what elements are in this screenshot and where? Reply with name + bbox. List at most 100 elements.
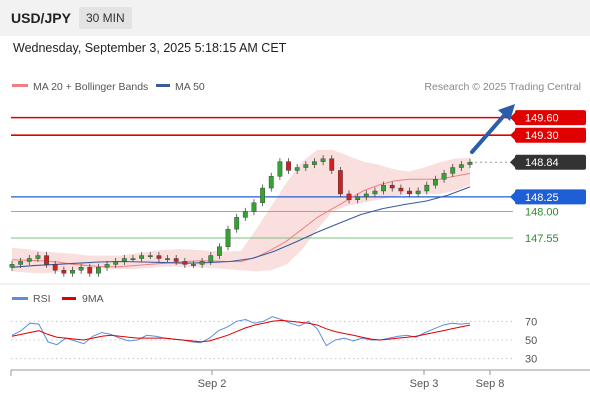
ma50-legend-swatch — [156, 84, 170, 87]
candle-body — [44, 255, 49, 265]
candle-body — [268, 176, 274, 189]
candle-body — [182, 261, 188, 265]
rsi-tick-label: 30 — [525, 354, 537, 366]
header-bar: USD/JPY 30 MIN — [0, 0, 590, 36]
candle-body — [286, 161, 291, 171]
candle-body — [441, 173, 447, 180]
x-tick-label: Sep 3 — [410, 378, 439, 390]
rsi-tick-label: 70 — [525, 316, 537, 328]
ma50-line — [11, 186, 471, 268]
timeframe-button[interactable]: 30 MIN — [79, 7, 132, 29]
candle-body — [199, 261, 205, 265]
candle-body — [96, 267, 101, 274]
forecast-arrow-line — [470, 109, 510, 154]
candle-body — [467, 162, 473, 165]
candle-body — [424, 184, 430, 192]
candle-body — [147, 255, 153, 257]
candle-body — [52, 264, 58, 271]
candle-body — [173, 258, 179, 262]
rsi-ma-line — [11, 319, 471, 343]
candle-body — [18, 261, 24, 265]
candle-body — [130, 258, 136, 260]
candle-body — [156, 255, 162, 259]
candle-body — [208, 255, 214, 262]
candle-body — [398, 187, 404, 192]
candle-body — [251, 202, 257, 212]
forecast-arrow — [470, 104, 515, 154]
ma50-legend-label: MA 50 — [175, 81, 205, 93]
level-badge-pointer — [510, 157, 515, 168]
level-label-current: 148.84 — [525, 157, 559, 169]
x-axis: Sep 2 Sep 3 Sep 8 — [198, 370, 505, 390]
candle-body — [87, 267, 93, 274]
ma20-line — [11, 172, 471, 268]
candle-body — [139, 255, 145, 259]
candlesticks — [9, 155, 473, 277]
candle-body — [26, 258, 32, 262]
x-tick-label: Sep 8 — [476, 378, 505, 390]
datetime-label: Wednesday, September 3, 2025 5:18:15 AM … — [13, 41, 287, 55]
level-badge-pointer — [510, 191, 515, 202]
candle-body — [303, 164, 309, 168]
candle-body — [216, 246, 222, 256]
candle-body — [458, 164, 464, 168]
candle-body — [363, 193, 369, 198]
candle-body — [70, 270, 75, 274]
candle-body — [389, 184, 395, 189]
level-label-pivot: 148.25 — [525, 192, 559, 204]
candle-body — [320, 158, 326, 162]
candle-body — [407, 190, 412, 195]
candle-body — [78, 267, 84, 271]
candle-body — [242, 211, 248, 218]
bollinger-bands — [12, 149, 470, 274]
candle-body — [381, 184, 386, 192]
candle-body — [337, 170, 343, 195]
moving-averages — [11, 172, 471, 268]
candle-body — [113, 261, 119, 265]
rsi-line — [11, 316, 471, 347]
candle-body — [346, 193, 352, 201]
candle-body — [277, 161, 283, 177]
level-badge-current — [515, 154, 586, 170]
candle-body — [294, 167, 300, 171]
candle-body — [121, 258, 127, 262]
level-label-target: 147.55 — [525, 233, 559, 245]
candle-body — [372, 190, 378, 195]
candle-body — [355, 196, 361, 201]
level-badge-pointer — [510, 112, 515, 123]
candle-body — [450, 167, 456, 174]
candle-body — [191, 264, 196, 266]
candle-body — [9, 264, 15, 268]
candle-body — [61, 270, 67, 274]
rsi-legend-label: RSI — [33, 293, 51, 305]
candle-body — [165, 258, 170, 260]
level-badge-pointer — [510, 130, 515, 141]
rsi-panel: 70 50 30 — [11, 316, 537, 366]
candle-body — [104, 264, 110, 268]
level-label-resistance: 149.60 — [525, 113, 559, 125]
level-label-resistance: 149.30 — [525, 130, 559, 142]
candle-body — [225, 228, 231, 247]
level-badge-resistance — [515, 110, 586, 126]
candle-body — [234, 217, 240, 230]
x-tick-label: Sep 2 — [198, 378, 227, 390]
forecast-arrow-head — [498, 104, 515, 121]
rsi-legend-swatch — [12, 297, 28, 300]
symbol-title: USD/JPY — [11, 10, 71, 26]
rsi-ma-legend-label: 9MA — [82, 293, 104, 305]
candle-body — [433, 179, 438, 186]
bb-legend-label: MA 20 + Bollinger Bands — [33, 81, 148, 93]
rsi-tick-label: 50 — [525, 335, 537, 347]
candle-body — [312, 161, 317, 165]
research-credit: Research © 2025 Trading Central — [424, 81, 581, 93]
candle-body — [35, 255, 41, 259]
level-badge-resistance — [515, 127, 586, 143]
bollinger-band-area — [12, 149, 470, 274]
bb-legend-swatch — [12, 84, 28, 87]
candle-body — [415, 190, 421, 195]
candle-body — [329, 158, 335, 171]
candle-body — [260, 187, 266, 203]
level-badge-pivot — [515, 189, 586, 205]
